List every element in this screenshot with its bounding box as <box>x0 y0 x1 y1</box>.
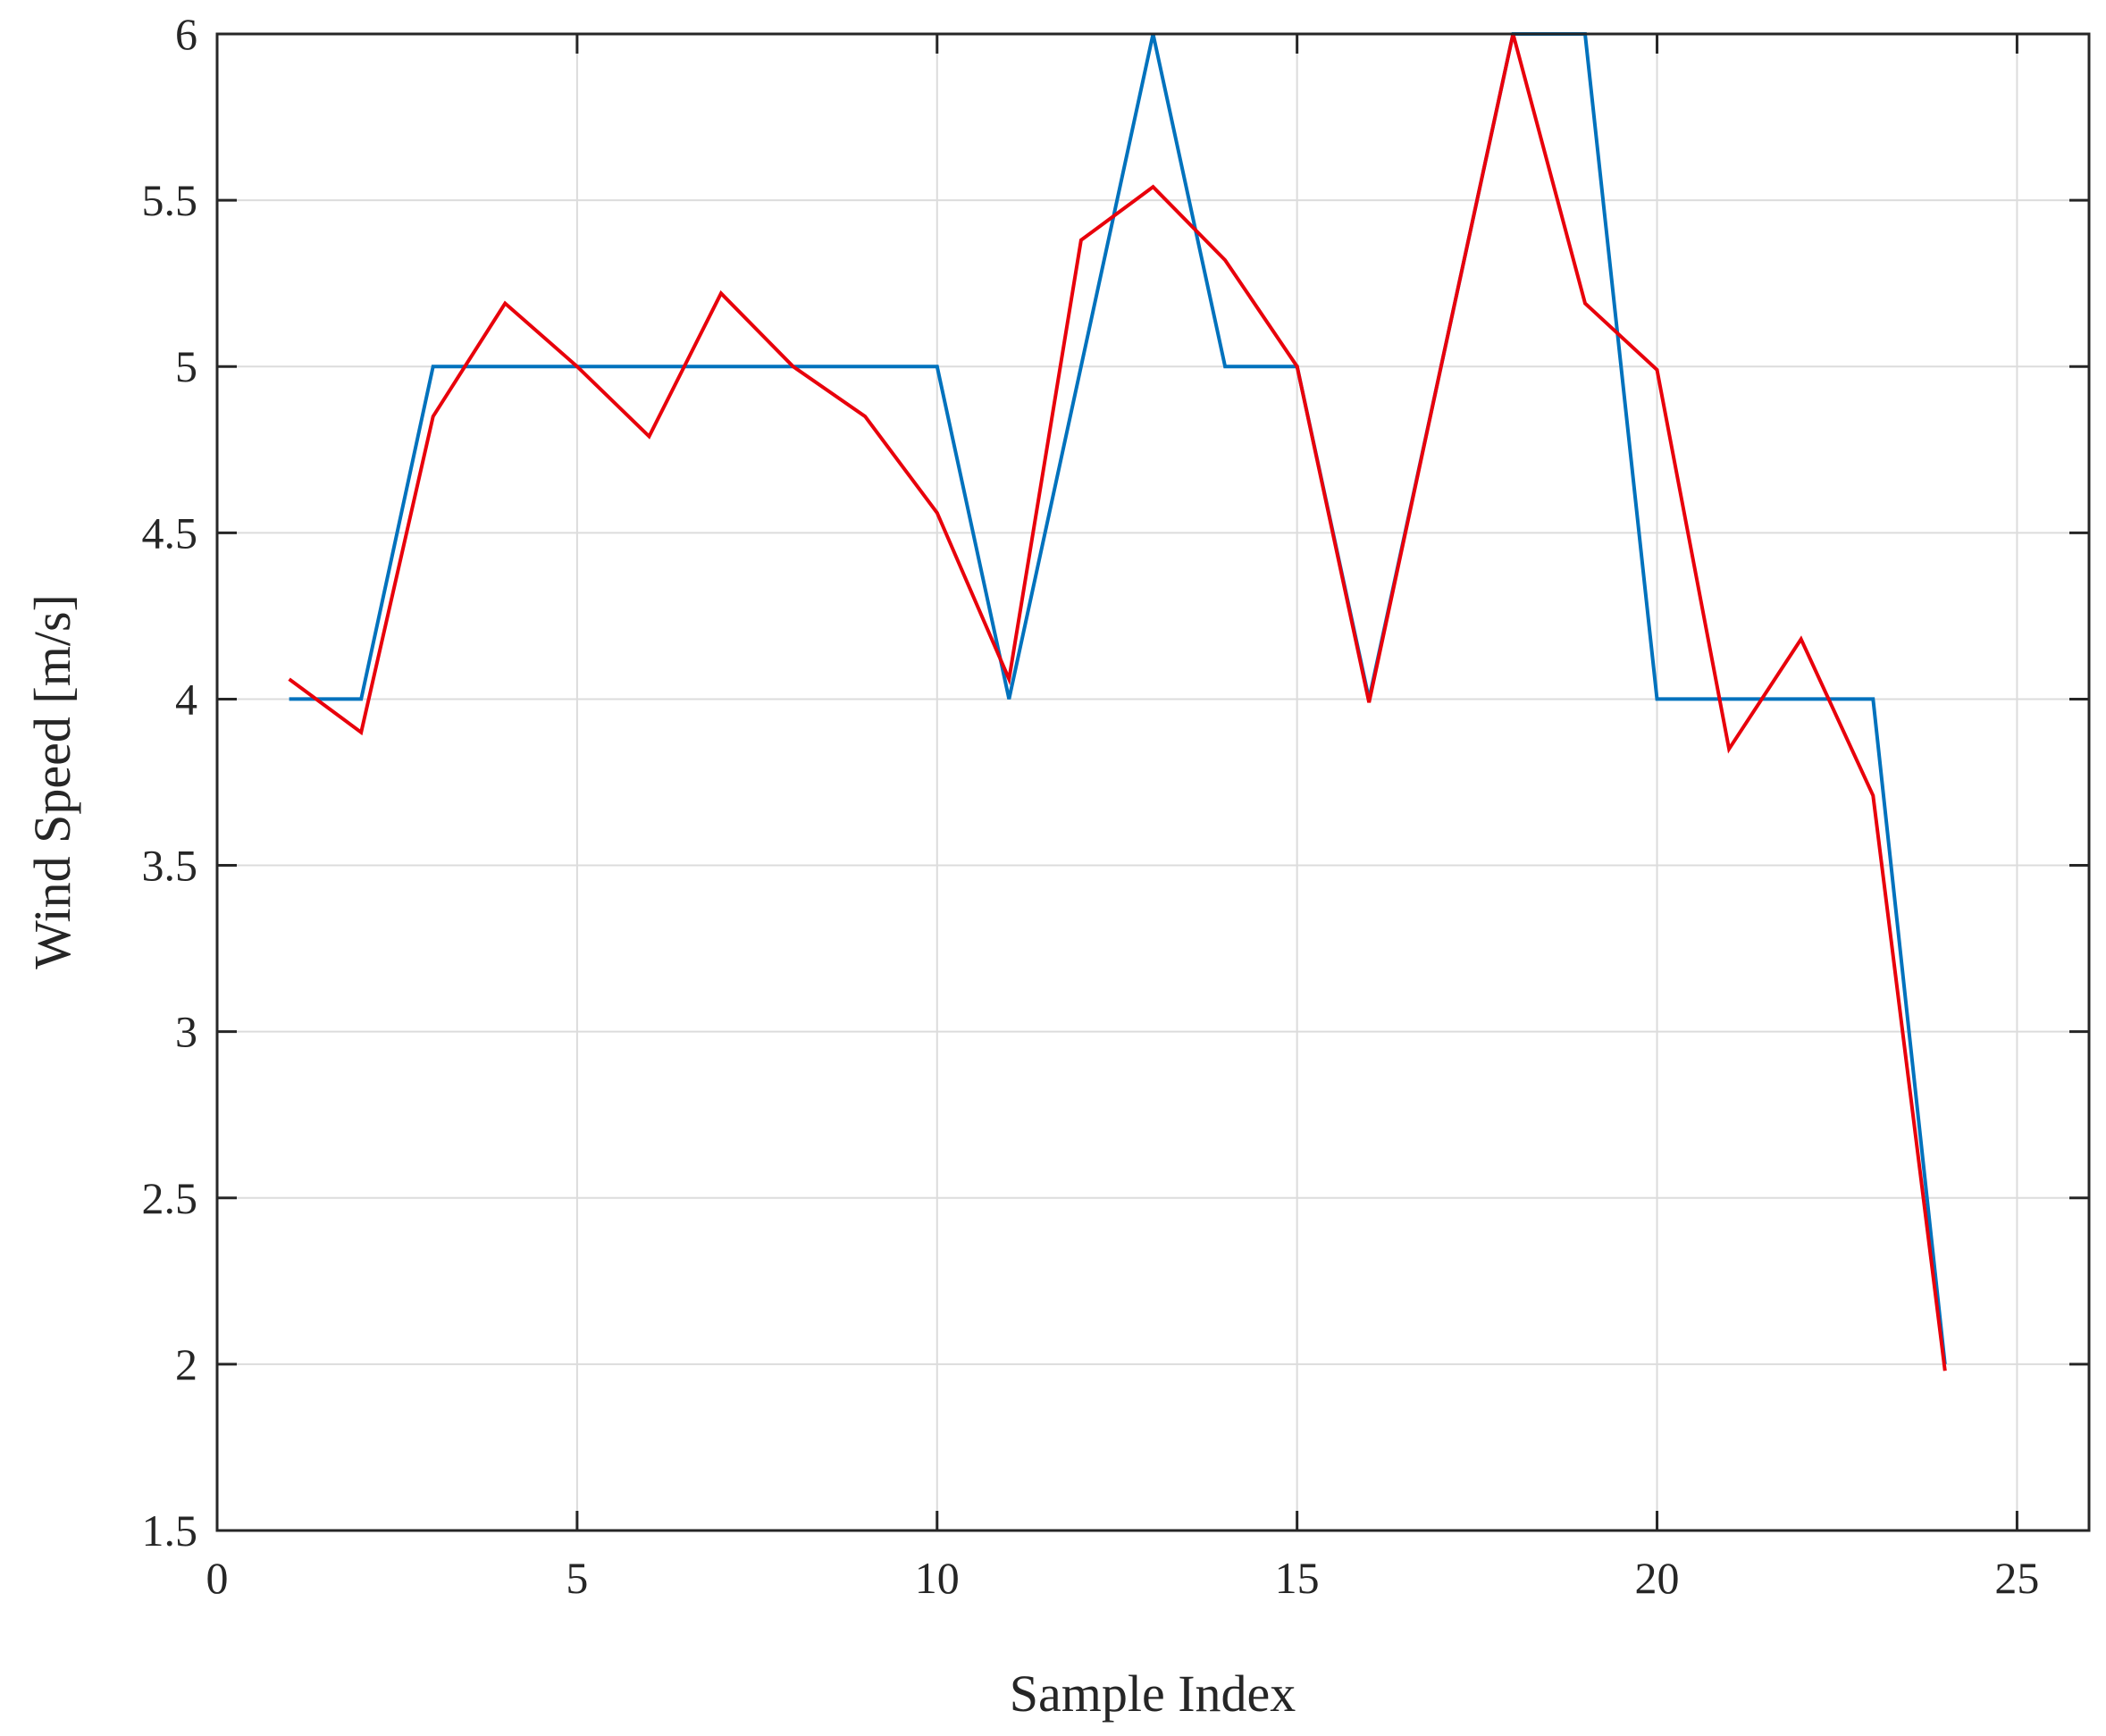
y-tick-label: 3 <box>175 1007 197 1057</box>
y-tick-label: 2 <box>175 1339 197 1389</box>
y-tick-label: 6 <box>175 9 197 59</box>
y-axis-tick-labels: 1.5 2 2.5 3 3.5 4 4.5 5 5.5 6 <box>142 9 198 1556</box>
series-2-line <box>288 33 1947 1371</box>
x-tick-label: 25 <box>1994 1553 2039 1603</box>
y-axis-title: Wind Speed [m/s] <box>23 594 81 969</box>
plot-area-frame <box>215 32 2091 1532</box>
y-tick-label: 1.5 <box>142 1505 198 1556</box>
y-tick-label: 5 <box>175 341 197 391</box>
x-tick-label: 10 <box>915 1553 960 1603</box>
x-axis-title: Sample Index <box>1010 1665 1296 1723</box>
series-1-line <box>289 32 1947 1365</box>
y-tick-label: 2.5 <box>142 1173 198 1223</box>
x-tick-label: 5 <box>566 1553 588 1603</box>
y-tick-label: 3.5 <box>142 841 198 891</box>
x-tick-label: 15 <box>1275 1553 1320 1603</box>
series-lines <box>288 32 1947 1371</box>
y-tick-label: 5.5 <box>142 175 198 225</box>
x-tick-label: 0 <box>206 1553 229 1603</box>
x-tick-label: 20 <box>1635 1553 1680 1603</box>
grid <box>216 33 2089 1531</box>
axis-ticks <box>215 32 2089 1532</box>
x-axis-tick-labels: 0 5 10 15 20 25 <box>206 1553 2040 1603</box>
y-tick-label: 4.5 <box>142 507 198 558</box>
y-tick-label: 4 <box>175 674 197 724</box>
